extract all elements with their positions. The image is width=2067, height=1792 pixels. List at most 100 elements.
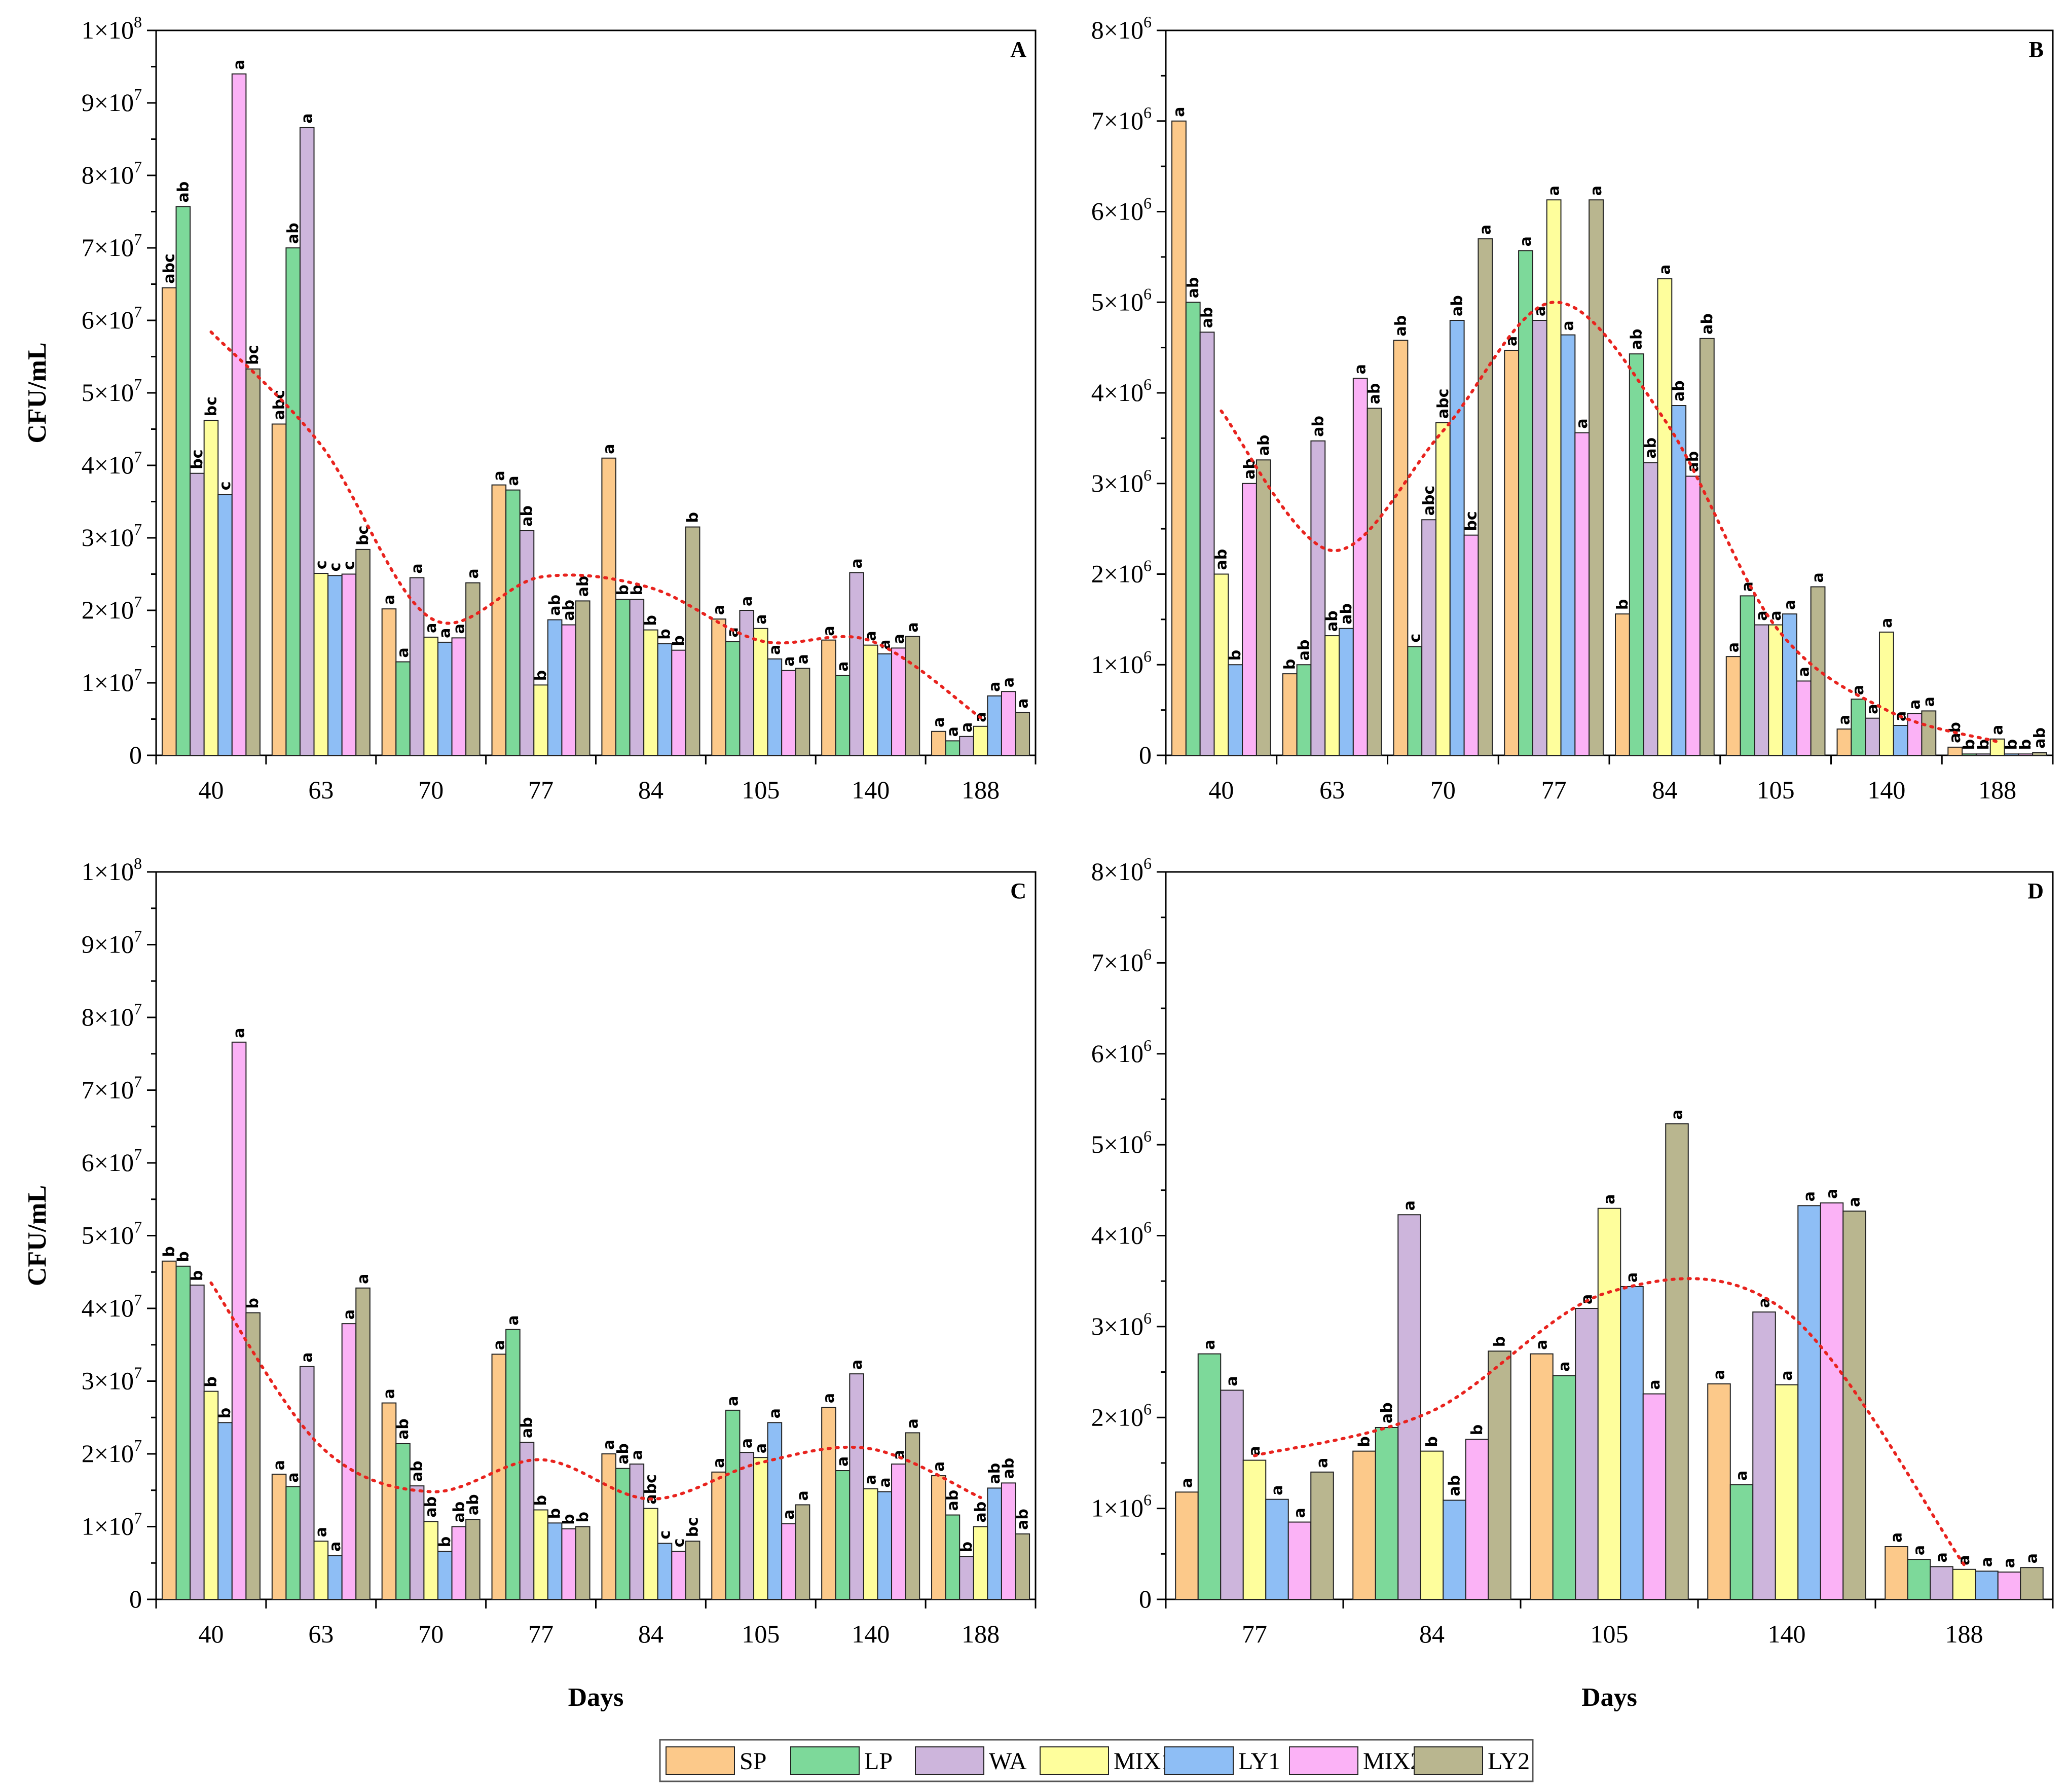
bar-mix2 [341,573,357,756]
x-tick-label: 84 [638,1620,663,1648]
x-axis-label: Days [1581,1683,1637,1712]
bar-lp [285,1486,301,1600]
significance-label: abc [1420,486,1438,516]
bar-sp [1707,1383,1731,1600]
bar-mix1 [423,636,438,756]
significance-label: a [930,1461,948,1472]
bar-sp [931,730,946,756]
x-tick-label: 84 [1419,1620,1445,1648]
legend-swatch-wa [915,1746,984,1775]
y-tick-mantissa: 3×10 [1091,1312,1143,1340]
y-tick-mantissa: 4×10 [1091,378,1143,407]
y-tick-exponent: 7 [134,927,142,945]
significance-label: bc [202,396,220,416]
bar-sp [601,1453,617,1600]
bar-sp [1725,656,1741,756]
significance-label: bc [244,345,262,365]
bar-lp [725,641,741,756]
significance-label: a [876,640,894,650]
y-tick-mantissa: 8×10 [82,161,134,189]
y-tick-mantissa: 6×10 [1091,197,1143,226]
significance-label: a [820,1393,838,1403]
significance-label: b [216,1408,234,1418]
significance-label: a [848,558,866,568]
bar-ly2 [1665,1123,1689,1600]
y-tick-mantissa: 4×10 [82,1294,134,1322]
bar-wa [1752,1311,1776,1600]
bar-sp [1282,673,1298,756]
significance-label: b [560,1514,578,1524]
x-tick-label: 140 [852,776,890,804]
bar-ly2 [355,1287,371,1600]
bar-mix1 [423,1521,438,1600]
legend-label-lp: LP [864,1748,893,1775]
y-tick-exponent: 7 [134,593,142,611]
significance-label: a [834,661,852,671]
significance-label: a [504,476,522,486]
legend-swatch-ly1 [1164,1746,1234,1775]
significance-label: a [628,1450,646,1460]
y-tick-label: 3×107 [82,520,142,552]
bar-sp [711,1471,726,1600]
significance-label: abc [161,253,178,284]
bar-ly1 [217,1422,233,1600]
bar-ly2 [1699,338,1715,756]
y-tick-label: 6×106 [1091,1036,1152,1068]
significance-label: ab [1642,437,1660,459]
significance-label: b [244,1298,262,1308]
y-tick-exponent: 6 [1143,466,1152,484]
legend-label-mix1: MIX1 [1114,1748,1173,1775]
bar-lp [725,1409,741,1600]
significance-label: a [724,627,742,637]
bar-sp [1530,1353,1554,1600]
bar-sp [1885,1546,1908,1600]
y-tick-exponent: 6 [1143,1400,1152,1418]
significance-label: ab [1323,610,1341,632]
significance-label: ab [944,1490,962,1511]
significance-label: a [312,1527,330,1537]
bar-wa [849,572,864,756]
significance-label: ab [1392,315,1410,337]
significance-label: ab [1670,380,1688,401]
bar-sp [821,1407,836,1600]
y-tick-label: 4×106 [1091,1218,1152,1250]
significance-label: a [1725,642,1743,652]
significance-label: b [614,584,632,595]
significance-label: a [1656,265,1674,275]
significance-label: b [189,1270,206,1281]
bar-mix2 [1001,1482,1016,1600]
bar-mix1 [1952,1568,1976,1600]
y-tick-exponent: 7 [134,158,142,176]
significance-label: b [546,1508,564,1519]
significance-label: a [1224,1376,1241,1386]
significance-label: b [202,1376,220,1387]
significance-label: a [1246,1446,1264,1456]
bar-sp [1836,728,1852,756]
x-tick-label: 63 [308,1620,334,1648]
bar-ly1 [437,1551,453,1600]
x-tick-label: 140 [1867,776,1905,804]
significance-label: abc [1434,388,1452,419]
y-tick-exponent: 7 [134,303,142,321]
significance-label: a [1835,715,1853,725]
x-tick-label: 140 [852,1620,890,1648]
bar-mix1 [1768,624,1784,756]
significance-label: a [1503,336,1521,346]
significance-label: ab [518,505,536,527]
bar-ly2 [575,600,590,756]
significance-label: a [1778,1370,1796,1380]
significance-label: a [1846,1197,1864,1207]
legend-label-ly1: LY1 [1238,1748,1280,1775]
y-tick-exponent: 7 [134,1436,142,1454]
y-tick-exponent: 6 [1143,647,1152,665]
y-tick-mantissa: 5×10 [82,1221,134,1250]
significance-label: ab [546,595,564,616]
significance-label: b [1491,1336,1509,1347]
y-tick-mantissa: 2×10 [1091,1403,1143,1431]
bar-sp [271,1474,287,1600]
y-tick-mantissa: 5×10 [1091,287,1143,316]
y-tick-exponent: 6 [1143,1491,1152,1509]
y-tick-mantissa: 0 [129,1585,142,1613]
bar-sp [1175,1491,1199,1600]
trend-line [1253,1277,1966,1566]
